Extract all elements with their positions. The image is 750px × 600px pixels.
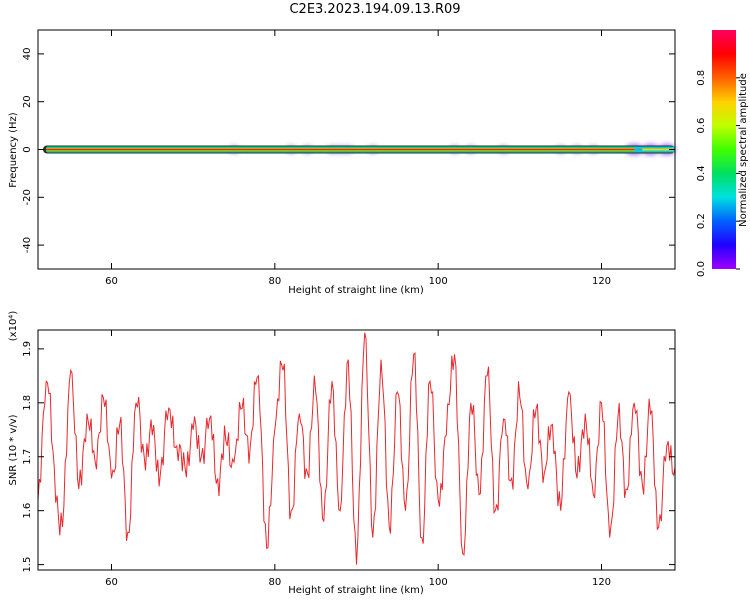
colorbar: 0.0 0.2 0.4 0.6 0.8 Normalized spectral ampl… [696,30,749,277]
snr-yscale-label: (x10⁴) [8,311,19,342]
heatmap-xtick-label: 120 [592,276,611,287]
snr-series-line [37,332,676,565]
heatmap-ytick-label: -20 [22,189,33,205]
heatmap-band-layer [46,148,675,151]
snr-plot-area [38,330,675,570]
heatmap-xlabel: Height of straight line (km) [288,285,424,296]
heatmap-band-end-core [642,148,675,151]
colorbar-tick-label: 0.8 [696,70,707,86]
colorbar-tick-label: 0.6 [696,118,707,134]
colorbar-tick-label: 0.2 [696,213,707,229]
heatmap-signal-band [43,145,675,154]
snr-ytick-label: 1.7 [22,449,33,465]
snr-xtick-label: 100 [429,577,448,588]
page-title: C2E3.2023.194.09.13.R09 [289,2,461,17]
colorbar-label: Normalized spectral amplitude [738,73,749,227]
heatmap-panel: 60 80 100 120 -40 -20 0 20 40 Height of straight… [8,29,676,296]
colorbar-tick-label: 0.0 [696,261,707,277]
heatmap-xtick-label: 60 [105,276,118,287]
snr-ticks: 60 80 100 120 1.5 1.6 1.7 1.8 1.9 [22,330,675,588]
heatmap-xtick-label: 100 [429,276,448,287]
colorbar-gradient [712,30,736,269]
heatmap-ytick-label: 0 [22,146,33,152]
snr-ylabel: SNR (10 * v/v) [8,414,19,485]
heatmap-ytick-label: 40 [22,48,33,61]
snr-xtick-label: 80 [268,577,281,588]
heatmap-xtick-label: 80 [268,276,281,287]
snr-xtick-label: 60 [105,577,118,588]
heatmap-ytick-label: 20 [22,95,33,108]
snr-ytick-label: 1.9 [22,341,33,357]
snr-ytick-label: 1.5 [22,557,33,573]
snr-ytick-label: 1.6 [22,503,33,519]
heatmap-ticks: 60 80 100 120 -40 -20 0 20 40 [22,30,675,287]
colorbar-ticks: 0.0 0.2 0.4 0.6 0.8 [696,70,740,277]
snr-ytick-label: 1.8 [22,395,33,411]
snr-panel: 60 80 100 120 1.5 1.6 1.7 1.8 1.9 Height of stra… [8,311,676,596]
heatmap-ylabel: Frequency (Hz) [8,112,19,188]
colorbar-tick-label: 0.4 [696,165,707,181]
snr-xtick-label: 120 [592,577,611,588]
snr-xlabel: Height of straight line (km) [288,585,424,596]
snr-frame [37,329,676,571]
heatmap-ytick-label: -40 [22,237,33,253]
